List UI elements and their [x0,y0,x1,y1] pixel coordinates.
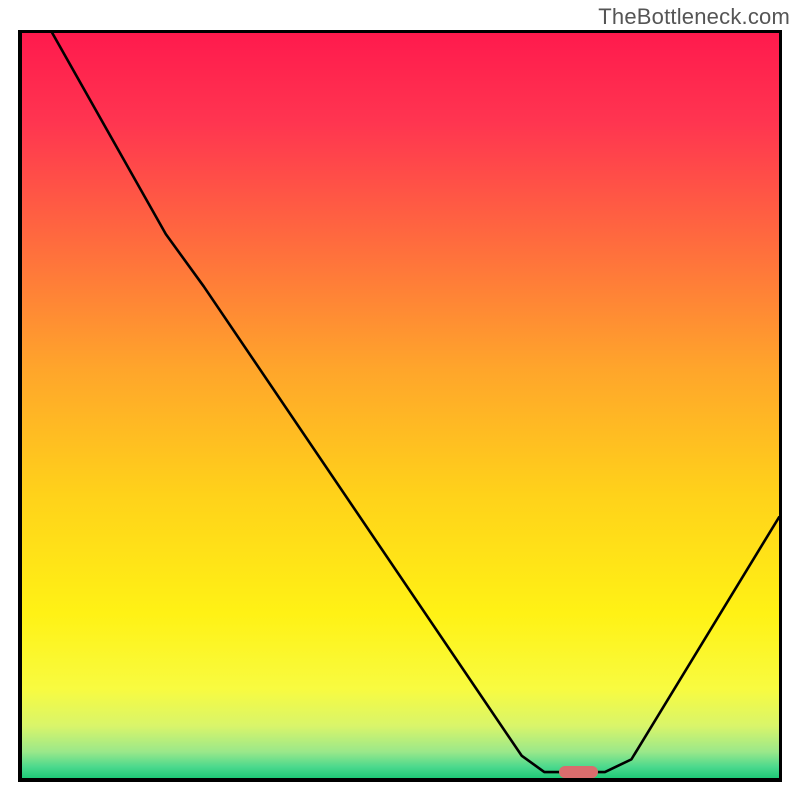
bottleneck-curve [22,33,779,778]
plot-inner [22,33,779,778]
plot-area [18,30,782,782]
optimal-marker [559,766,598,778]
chart-frame: TheBottleneck.com [0,0,800,800]
watermark-text: TheBottleneck.com [598,4,790,30]
